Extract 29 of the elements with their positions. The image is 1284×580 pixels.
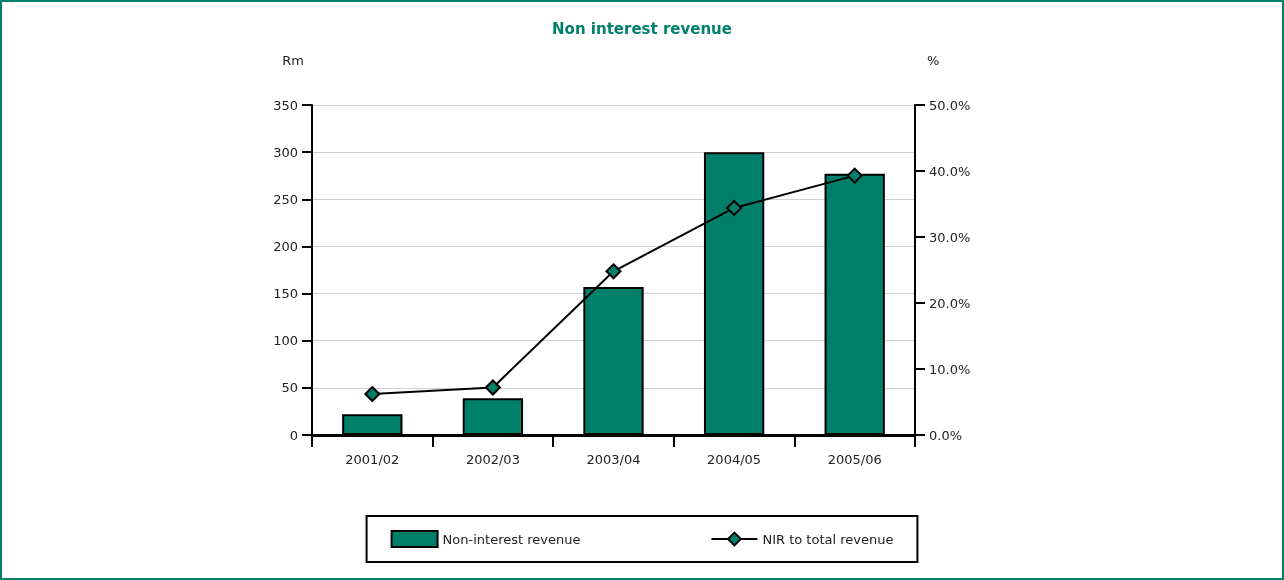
y2-tick-label: 0.0% [929,427,963,443]
y-tick-label: 350 [273,97,298,113]
y2-tick-label: 20.0% [929,295,971,311]
point [846,167,863,184]
legend-label: NIR to total revenue [762,531,894,547]
x-tick-label: 2002/03 [465,452,520,467]
y2-tick-label: 10.0% [929,361,971,377]
legend-label: Non-interest revenue [442,531,581,547]
y2-tick-label: 50.0% [929,97,971,113]
y-tick-label: 100 [273,333,298,349]
x-tick-label: 2001/02 [345,452,400,467]
y-tick-label: 250 [273,191,298,207]
chart-title: Non interest revenue [552,19,732,38]
point [364,386,381,403]
x-tick-label: 2005/06 [827,452,882,467]
point [726,199,743,216]
y2-tick-label: 40.0% [929,163,971,179]
y-tick-label: 300 [273,144,298,160]
y2-axis-title: % [927,53,940,68]
y-tick-label: 50 [281,380,298,396]
y-axis-title: Rm [282,53,304,68]
y-tick-label: 200 [273,238,298,254]
y2-tick-label: 30.0% [929,229,971,245]
x-tick-label: 2003/04 [586,452,641,467]
y-tick-label: 0 [289,427,298,443]
x-tick-label: 2004/05 [707,452,762,467]
point [605,263,622,280]
point [484,379,501,396]
y-tick-label: 150 [273,286,298,302]
